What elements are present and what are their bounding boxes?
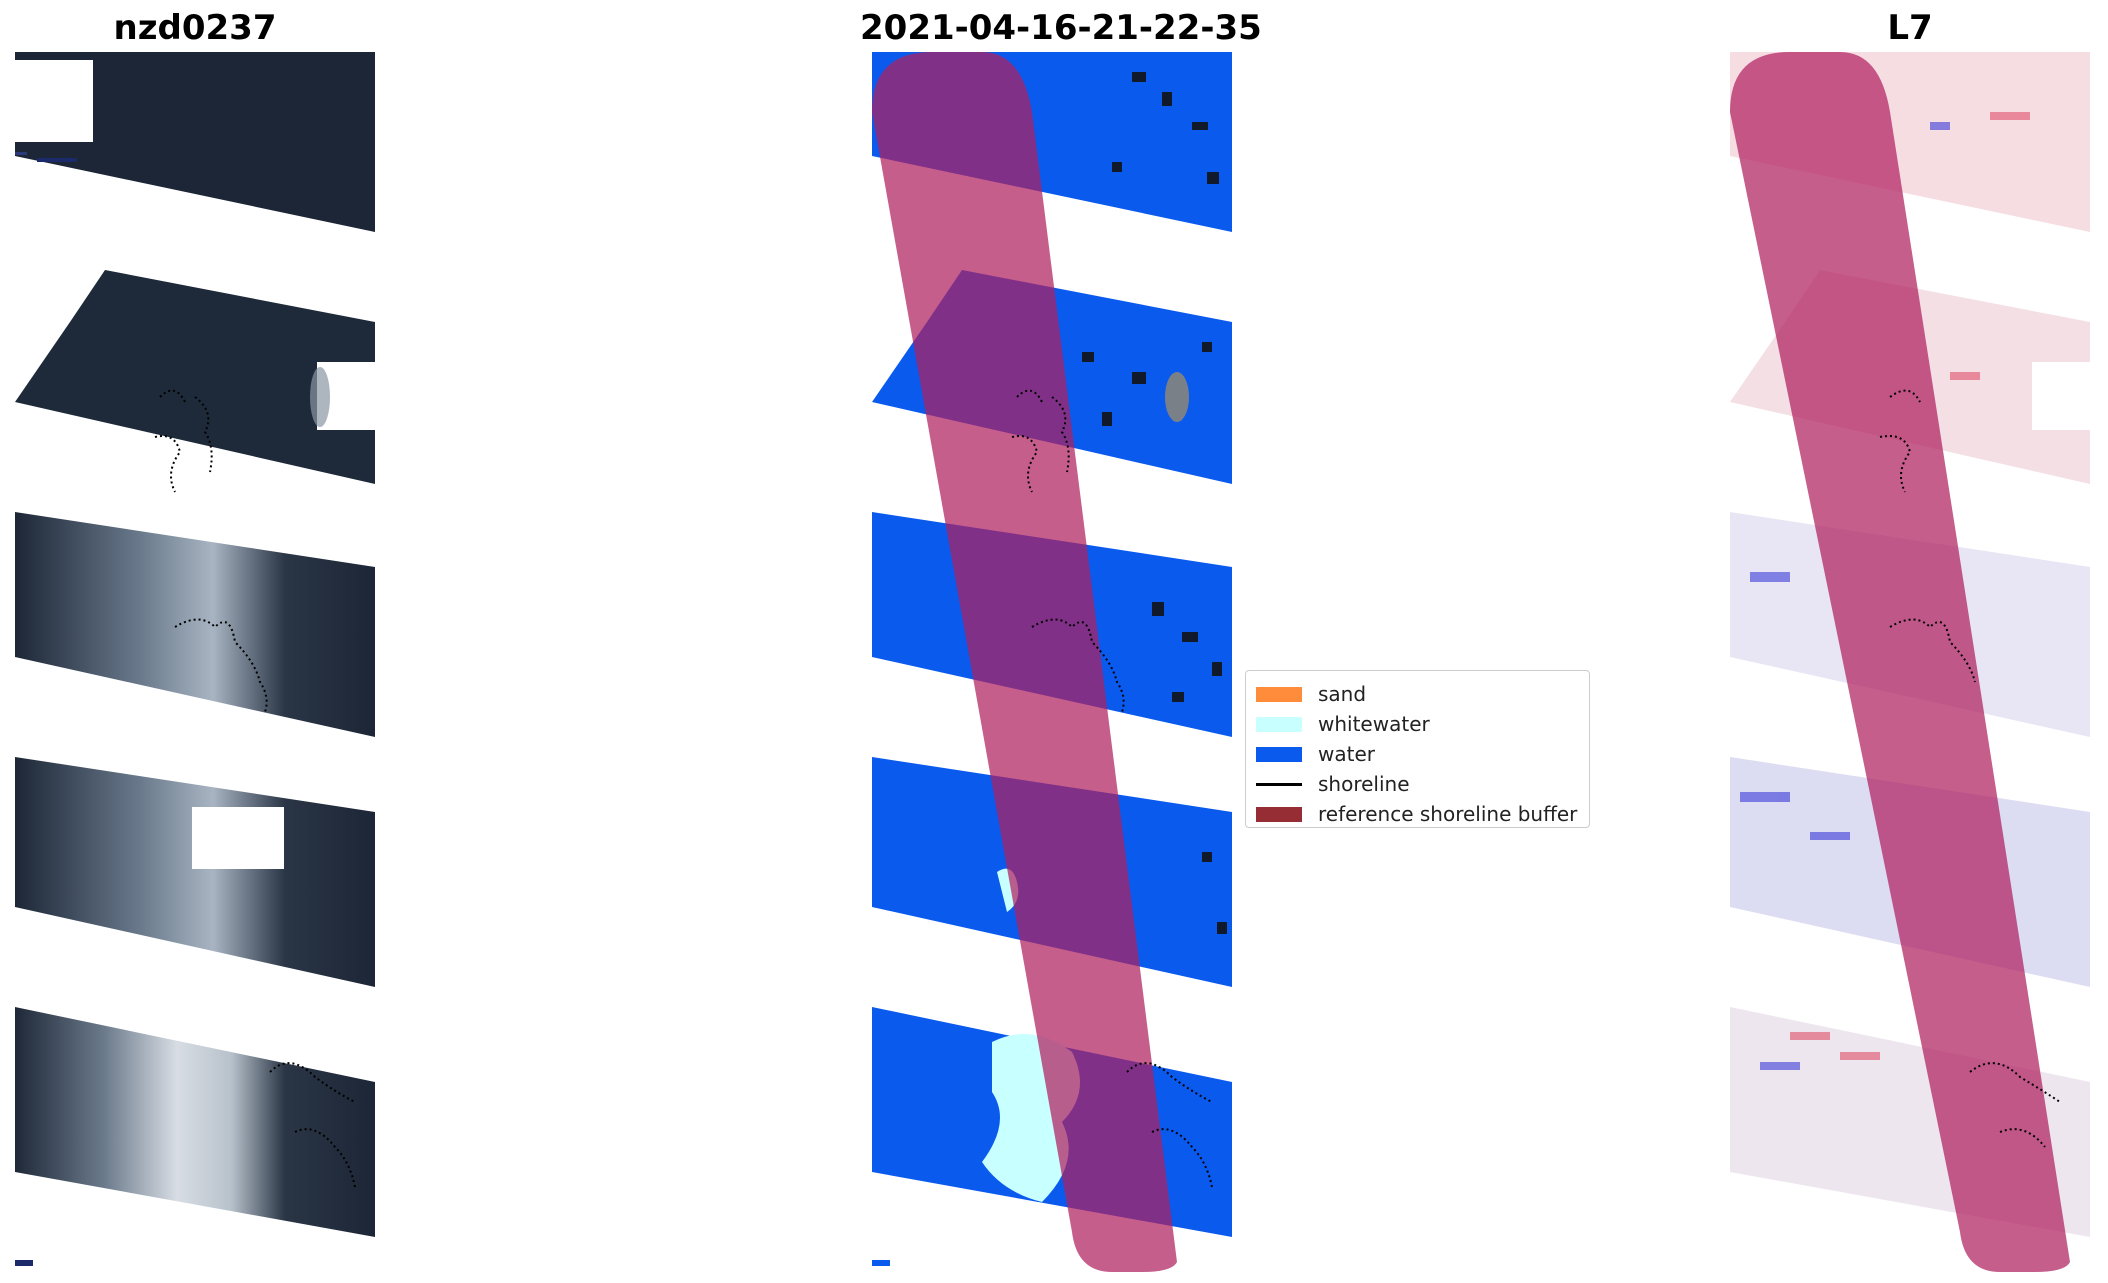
rgb-image-panel [15,52,375,1272]
rgb-strip [15,1007,375,1237]
rgb-strip [15,52,375,232]
index-panel [1730,52,2095,1272]
title-satellite: L7 [1887,8,1933,48]
shoreline [1126,1062,1213,1188]
legend-label: sand [1318,682,1367,706]
legend-item-buffer: reference shoreline buffer [1256,799,1579,829]
reference-shoreline-buffer [872,52,1177,1272]
classification-panel [872,52,1237,1272]
shoreline [1031,618,1125,713]
title-date: 2021-04-16-21-22-35 [860,8,1262,48]
legend-label: reference shoreline buffer [1318,802,1578,826]
shoreline [174,618,268,713]
legend-label: water [1318,742,1375,766]
reference-shoreline-buffer [1730,52,2070,1272]
rgb-strip [15,757,375,987]
whitewater-swatch [1256,716,1302,732]
legend: sand whitewater water shoreline referenc… [1245,670,1590,828]
rgb-strip [15,270,375,484]
legend-item-sand: sand [1256,679,1579,709]
sand-swatch [1256,686,1302,702]
legend-label: shoreline [1318,772,1410,796]
shoreline [1011,389,1070,493]
water-swatch [1256,746,1302,762]
title-rgb: nzd0237 [113,8,277,48]
shoreline-line [1256,782,1302,786]
buffer-swatch [1256,806,1302,822]
legend-item-water: water [1256,739,1579,769]
legend-item-whitewater: whitewater [1256,709,1579,739]
rgb-strip [15,512,375,737]
shoreline [154,389,213,493]
shoreline [1969,1062,2061,1148]
shoreline [269,1062,356,1188]
legend-item-shoreline: shoreline [1256,769,1579,799]
legend-label: whitewater [1318,712,1430,736]
